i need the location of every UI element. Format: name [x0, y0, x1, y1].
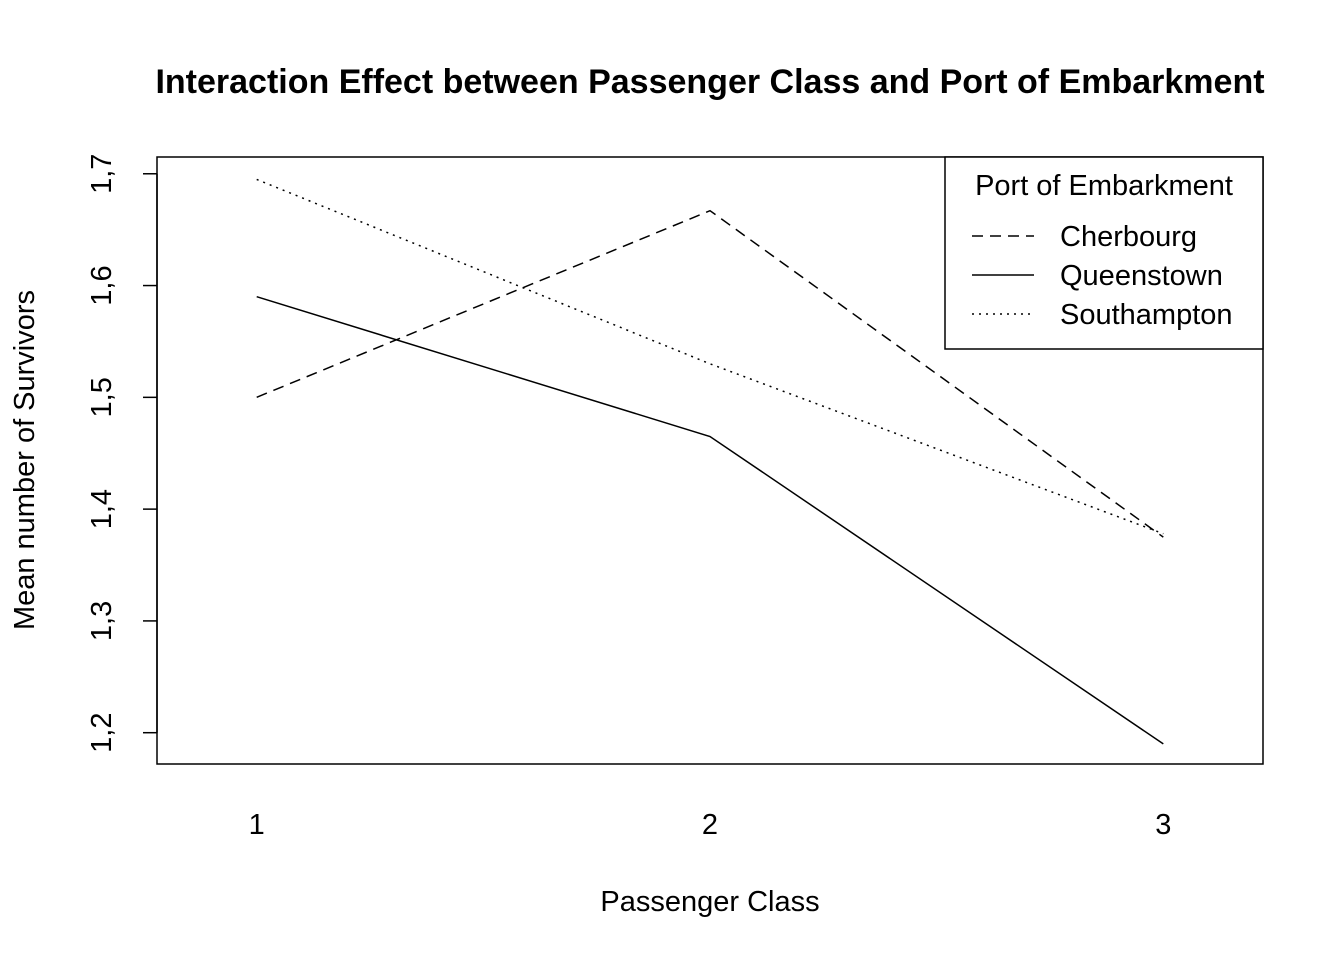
- chart-title: Interaction Effect between Passenger Cla…: [155, 63, 1264, 101]
- y-axis-label: Mean number of Survivors: [9, 290, 41, 630]
- x-axis-label: Passenger Class: [600, 886, 819, 918]
- x-tick-label: 2: [702, 809, 718, 841]
- x-tick-label: 3: [1155, 809, 1171, 841]
- legend: Port of Embarkment Cherbourg Queenstown So…: [944, 156, 1264, 350]
- x-tick-label: 1: [249, 809, 265, 841]
- legend-label-southampton: Southampton: [1060, 299, 1233, 331]
- y-tick-label: 1,7: [86, 154, 118, 194]
- series-layer: [256, 178, 1164, 745]
- y-tick-label: 1,6: [86, 265, 118, 305]
- y-tick-label: 1,2: [86, 713, 118, 753]
- legend-label-queenstown: Queenstown: [1060, 260, 1223, 292]
- y-tick-label: 1,3: [86, 601, 118, 641]
- legend-box: [944, 156, 1264, 350]
- y-axis: 1,2 1,3 1,4 1,5 1,6 1,7: [86, 154, 158, 753]
- y-tick-label: 1,5: [86, 377, 118, 417]
- series-line-queenstown: [256, 295, 1164, 745]
- x-axis: 1 2 3: [249, 809, 1172, 841]
- legend-label-cherbourg: Cherbourg: [1060, 221, 1197, 253]
- legend-title: Port of Embarkment: [975, 170, 1233, 202]
- series-line-cherbourg: [256, 209, 1164, 538]
- y-tick-label: 1,4: [86, 489, 118, 529]
- series-line-southampton: [256, 178, 1164, 535]
